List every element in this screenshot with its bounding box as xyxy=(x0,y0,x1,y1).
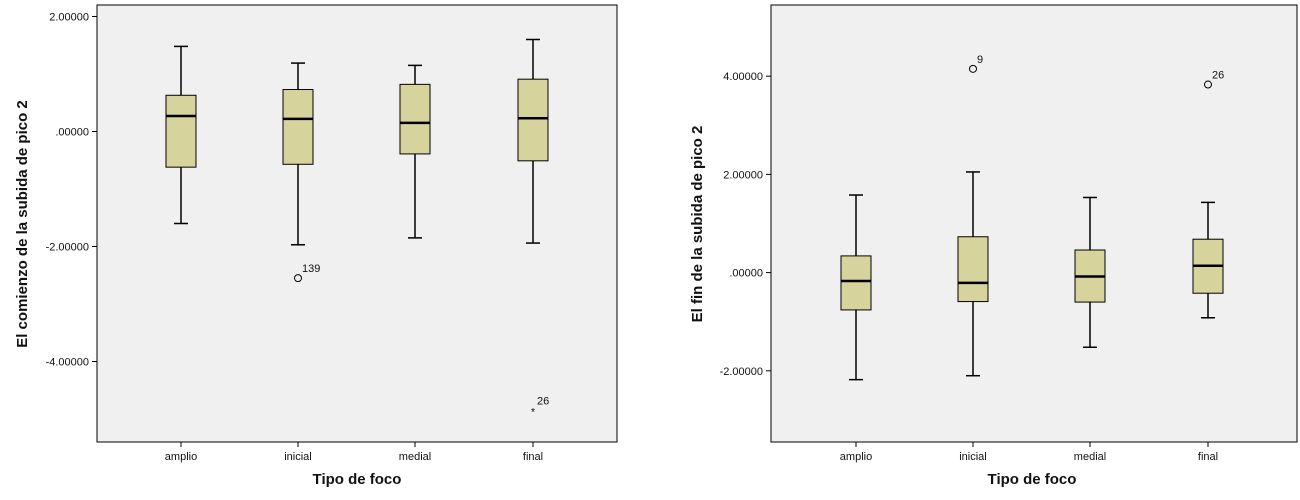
x-tick-label: medial xyxy=(1074,451,1106,463)
y-tick-label: .00000 xyxy=(55,127,89,139)
box-iqr xyxy=(957,236,989,303)
plot-area xyxy=(770,4,1298,443)
box-iqr xyxy=(165,94,197,168)
outlier-marker xyxy=(969,64,977,73)
chart-comienzo: 2.00000 .00000 -2.00000 -4.00000 amplio inici… xyxy=(14,4,618,488)
x-tick-label: final xyxy=(523,451,543,463)
x-tick-label: amplio xyxy=(165,451,197,463)
x-tick-label: medial xyxy=(399,451,431,463)
plot-content: 4.00000 2.00000 .00000 -2.00000 amplio inicia… xyxy=(720,54,1225,463)
x-tick-label: final xyxy=(1198,451,1218,463)
extreme-outlier-marker: * xyxy=(531,406,536,418)
box-iqr xyxy=(517,78,549,162)
outlier-marker xyxy=(294,274,302,283)
y-tick-label: .00000 xyxy=(729,268,763,280)
x-tick-label: inicial xyxy=(284,451,312,463)
x-tick-label: amplio xyxy=(840,451,872,463)
box-final: *26 xyxy=(517,38,549,418)
box-iqr xyxy=(399,83,431,155)
outlier-marker xyxy=(1204,80,1212,89)
box-iqr xyxy=(840,255,872,311)
box-inicial: 9 xyxy=(957,54,989,377)
x-tick-label: inicial xyxy=(959,451,987,463)
box-final: 26 xyxy=(1192,70,1224,319)
x-axis-title: Tipo de foco xyxy=(988,471,1077,488)
x-axis-title: Tipo de foco xyxy=(313,471,402,488)
y-tick-label: -4.00000 xyxy=(46,357,89,369)
outlier-label: 26 xyxy=(537,395,549,407)
chart-fin: 4.00000 2.00000 .00000 -2.00000 amplio inicia… xyxy=(689,4,1298,488)
y-axis-title: El fin de la subida de pico 2 xyxy=(689,126,706,323)
y-tick-label: -2.00000 xyxy=(46,242,89,254)
box-amplio xyxy=(840,194,872,381)
box-inicial: 139 xyxy=(282,62,320,283)
plot-content: 2.00000 .00000 -2.00000 -4.00000 amplio inici… xyxy=(46,12,550,464)
y-tick-label: 2.00000 xyxy=(723,169,763,181)
outlier-label: 139 xyxy=(302,263,320,275)
y-tick-label: -2.00000 xyxy=(720,366,763,378)
box-medial xyxy=(1074,196,1106,348)
outlier-label: 26 xyxy=(1212,70,1224,82)
y-axis-title: El comienzo de la subida de pico 2 xyxy=(14,100,31,348)
box-medial xyxy=(399,64,431,239)
y-tick-label: 4.00000 xyxy=(723,71,763,83)
box-amplio xyxy=(165,45,197,225)
box-iqr xyxy=(282,89,314,165)
outlier-label: 9 xyxy=(977,54,983,66)
y-tick-label: 2.00000 xyxy=(49,12,89,24)
